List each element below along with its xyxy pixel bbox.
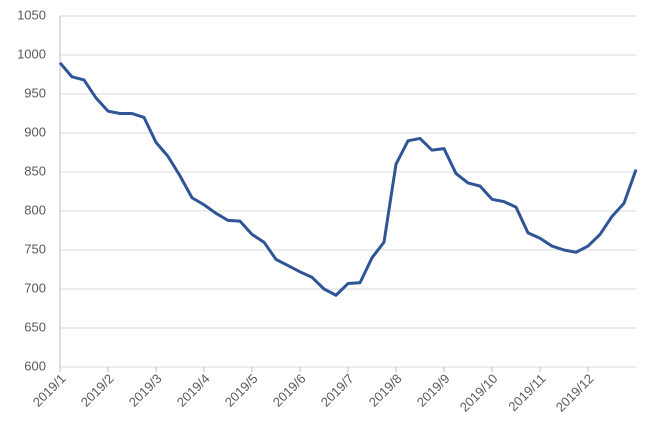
y-tick-label: 1000 [17,46,46,61]
x-tick-label: 2019/11 [505,371,548,414]
y-tick-label: 700 [24,280,46,295]
y-tick-label: 750 [24,241,46,256]
x-tick-label: 2019/3 [126,371,165,410]
x-tick-label: 2019/1 [30,371,69,410]
x-tick-label: 2019/6 [270,371,309,410]
y-tick-label: 900 [24,124,46,139]
x-tick-label: 2019/8 [366,371,405,410]
x-tick-label: 2019/5 [222,371,261,410]
y-tick-label: 950 [24,85,46,100]
y-tick-label: 850 [24,163,46,178]
data-line [58,61,638,297]
x-tick-label: 2019/4 [174,371,213,410]
x-tick-label: 2019/12 [553,371,597,415]
x-tick-label: 2019/7 [318,371,357,410]
x-tick-label: 2019/9 [414,371,453,410]
y-tick-label: 600 [24,358,46,373]
y-tick-label: 650 [24,319,46,334]
x-tick-label: 2019/2 [78,371,117,410]
x-tick-label: 2019/10 [457,371,501,415]
y-tick-label: 800 [24,202,46,217]
y-tick-label: 1050 [17,7,46,22]
